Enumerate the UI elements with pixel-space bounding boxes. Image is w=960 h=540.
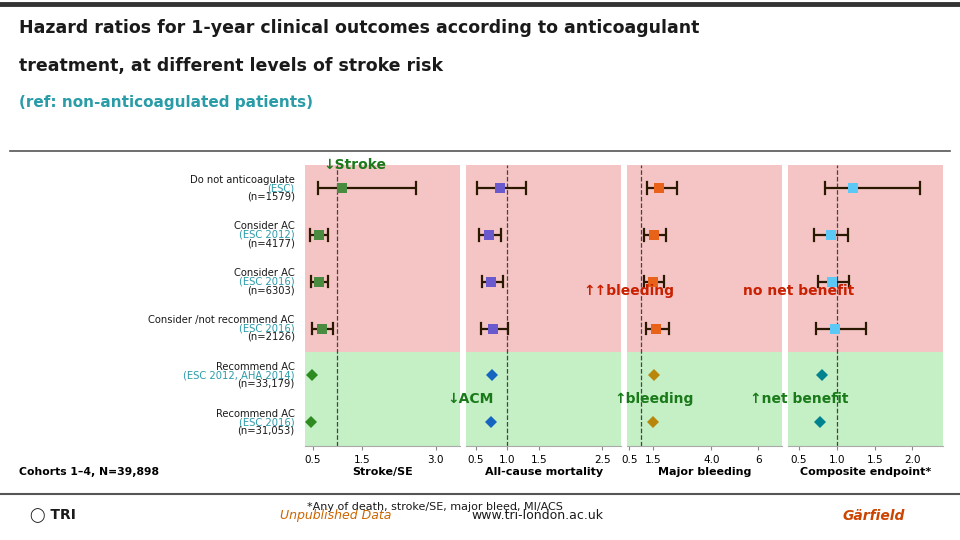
Text: (ref: non-anticoagulated patients): (ref: non-anticoagulated patients) [19, 94, 313, 110]
Text: no net benefit: no net benefit [743, 284, 854, 298]
Text: Major bleeding: Major bleeding [658, 467, 751, 477]
Text: (n=31,053): (n=31,053) [237, 426, 295, 436]
Bar [787, 352, 943, 446]
Text: ↑bleeding: ↑bleeding [614, 392, 693, 406]
Text: Hazard ratios for 1-year clinical outcomes according to anticoagulant: Hazard ratios for 1-year clinical outcom… [19, 19, 700, 37]
Text: (ESC 2012): (ESC 2012) [239, 230, 295, 240]
Text: Unpublished Data: Unpublished Data [280, 509, 392, 522]
Text: (n=6303): (n=6303) [247, 285, 295, 295]
Text: Composite endpoint*: Composite endpoint* [800, 467, 931, 477]
Text: Consider AC: Consider AC [234, 268, 295, 278]
Text: *Any of death, stroke/SE, major bleed, MI/ACS: *Any of death, stroke/SE, major bleed, M… [307, 502, 564, 512]
Text: Cohorts 1–4, N=39,898: Cohorts 1–4, N=39,898 [19, 467, 159, 477]
Text: (n=4177): (n=4177) [247, 238, 295, 248]
Text: Consider AC: Consider AC [234, 221, 295, 232]
Text: (n=1579): (n=1579) [247, 192, 295, 201]
Text: ↓Stroke: ↓Stroke [324, 158, 386, 172]
Bar [627, 165, 781, 352]
Text: (ESC 2016): (ESC 2016) [239, 323, 295, 334]
Text: (ESC 2012, AHA 2014): (ESC 2012, AHA 2014) [183, 370, 295, 380]
Text: Consider /not recommend AC: Consider /not recommend AC [149, 315, 295, 325]
Text: All-cause mortality: All-cause mortality [485, 467, 603, 477]
Text: Recommend AC: Recommend AC [216, 409, 295, 419]
Text: (n=33,179): (n=33,179) [237, 379, 295, 389]
Text: Recommend AC: Recommend AC [216, 362, 295, 372]
Bar [467, 165, 621, 352]
Text: (ESC): (ESC) [268, 183, 295, 193]
Text: (n=2126): (n=2126) [247, 332, 295, 342]
Text: (ESC 2016): (ESC 2016) [239, 417, 295, 427]
Bar [627, 352, 781, 446]
Text: (ESC 2016): (ESC 2016) [239, 276, 295, 287]
Bar [305, 165, 461, 352]
Text: Gärfield: Gärfield [843, 509, 904, 523]
Text: ◯ TRI: ◯ TRI [30, 508, 76, 523]
Text: Do not anticoagulate: Do not anticoagulate [190, 174, 295, 185]
Bar [467, 352, 621, 446]
Text: ↑↑bleeding: ↑↑bleeding [584, 284, 675, 298]
Text: ↓ACM: ↓ACM [447, 392, 493, 406]
Bar [787, 165, 943, 352]
Text: treatment, at different levels of stroke risk: treatment, at different levels of stroke… [19, 57, 444, 75]
Bar [305, 352, 461, 446]
Text: ↑net benefit: ↑net benefit [750, 392, 849, 406]
Text: www.tri-london.ac.uk: www.tri-london.ac.uk [471, 509, 604, 522]
Text: Stroke/SE: Stroke/SE [352, 467, 413, 477]
